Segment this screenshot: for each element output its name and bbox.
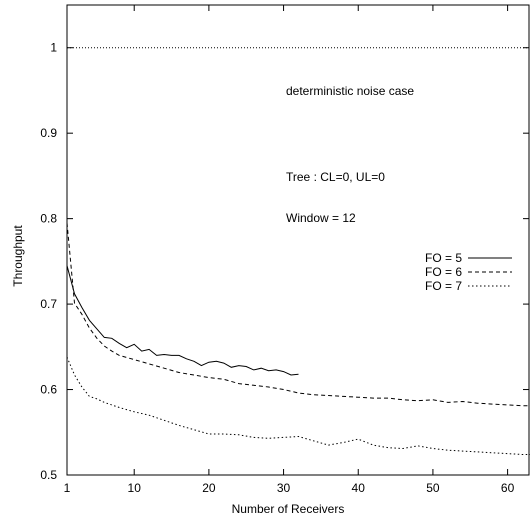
annotation-noise-case: deterministic noise case [286,84,414,98]
y-axis-label: Throughput [11,225,25,287]
y-tick-label: 0.6 [40,383,57,397]
series-line-fo-6 [66,222,530,407]
legend-label-fo-5: FO = 5 [425,251,462,265]
y-tick-label: 0.9 [40,126,57,140]
x-tick-label: 1 [64,481,71,495]
x-tick-label: 10 [128,481,142,495]
x-tick-label: 50 [426,481,440,495]
x-tick-label: 20 [202,481,216,495]
y-tick-label: 0.8 [40,212,57,226]
x-tick-label: 30 [277,481,291,495]
series-line-fo-7 [66,356,530,455]
plot-frame [66,4,530,476]
y-tick-label: 0.7 [40,297,57,311]
y-tick-label: 1 [50,41,57,55]
annotation-window: Window = 12 [286,211,356,225]
annotation-tree: Tree : CL=0, UL=0 [286,170,385,184]
legend-label-fo-6: FO = 6 [425,265,462,279]
y-tick-label: 0.5 [40,468,57,482]
x-tick-label: 60 [501,481,515,495]
x-tick-label: 40 [352,481,366,495]
legend-label-fo-7: FO = 7 [425,279,462,293]
series-line-fo-5 [66,265,299,376]
x-axis-label: Number of Receivers [232,502,345,516]
